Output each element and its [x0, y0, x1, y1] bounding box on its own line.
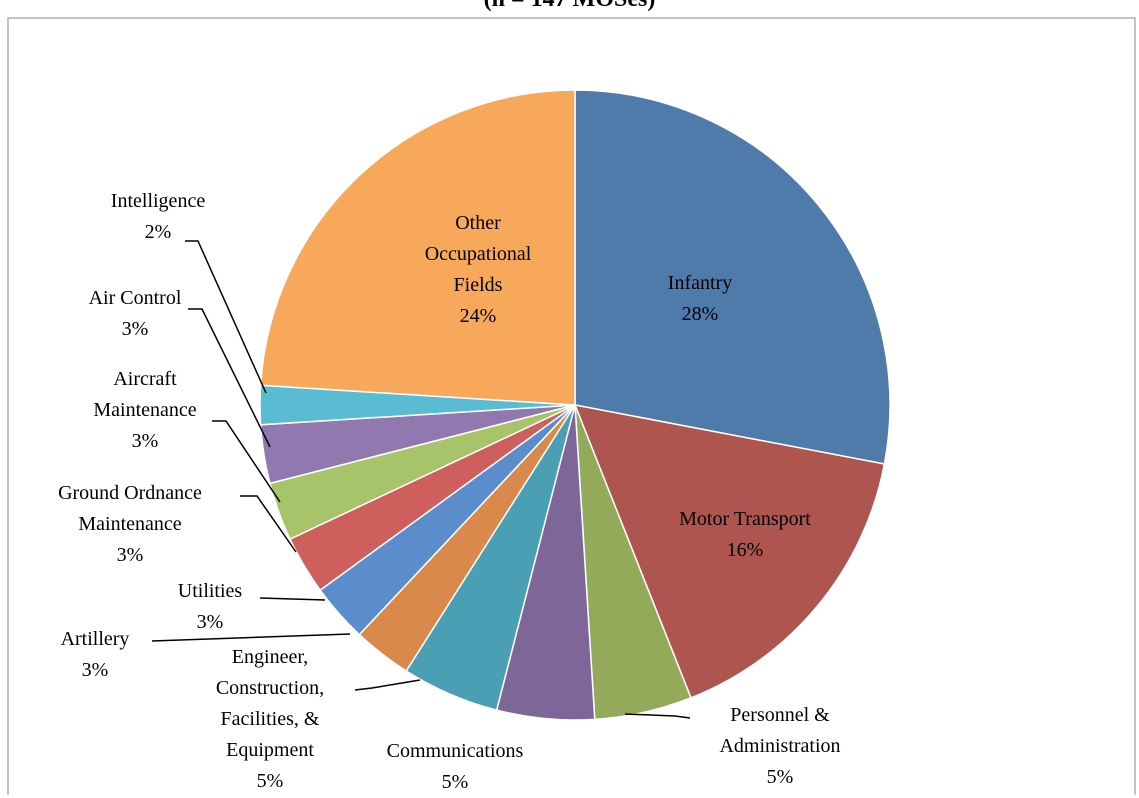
- slice-value: 28%: [681, 303, 719, 325]
- slice-value: 5%: [766, 766, 794, 788]
- slice-value: 3%: [196, 611, 224, 633]
- slice-label: Motor Transport 16%: [645, 504, 845, 566]
- leader-line: [185, 240, 267, 394]
- slice-value: 24%: [459, 305, 497, 327]
- chart-title: (n = 147 MOSes): [0, 0, 1139, 13]
- chart-border: [7, 17, 1136, 795]
- slice-name: Air Control: [88, 287, 182, 309]
- slice-value: 3%: [121, 318, 149, 340]
- slice-value: 2%: [144, 221, 172, 243]
- slice-label: Air Control 3%: [60, 283, 210, 345]
- slice-value: 16%: [726, 539, 764, 561]
- slice-name: Infantry: [667, 272, 733, 294]
- slice-name: Personnel & Administration: [719, 704, 841, 757]
- slice-name: Aircraft Maintenance: [93, 368, 197, 421]
- slice-name: Other Occupational Fields: [424, 212, 532, 296]
- leader-line: [212, 420, 281, 503]
- slice-name: Communications: [386, 740, 524, 762]
- slice-name: Motor Transport: [679, 508, 811, 530]
- slice-label: Utilities 3%: [155, 576, 265, 638]
- slice-label: Artillery 3%: [35, 624, 155, 686]
- slice-name: Intelligence: [110, 190, 206, 212]
- slice-label: Personnel & Administration 5%: [690, 700, 870, 793]
- pie-slice: [259, 89, 576, 406]
- slice-label: Other Occupational Fields 24%: [403, 208, 553, 332]
- pie-slice: [573, 404, 886, 699]
- slice-label: Ground Ordnance Maintenance 3%: [5, 478, 255, 571]
- slice-label: Infantry 28%: [620, 268, 780, 330]
- leader-line: [354, 679, 421, 691]
- slice-value: 3%: [116, 544, 144, 566]
- leader-line: [151, 633, 351, 642]
- leader-line: [188, 308, 271, 448]
- slice-name: Engineer, Construction, Facilities, & Eq…: [215, 646, 325, 761]
- pie-slice: [574, 89, 891, 465]
- slice-value: 3%: [81, 659, 109, 681]
- slice-value: 5%: [441, 771, 469, 793]
- slice-label: Aircraft Maintenance 3%: [65, 364, 225, 457]
- leader-line: [259, 597, 326, 601]
- slice-value: 5%: [256, 770, 284, 792]
- slice-value: 3%: [131, 430, 159, 452]
- slice-label: Communications 5%: [365, 736, 545, 798]
- leader-line: [240, 495, 297, 553]
- slice-name: Ground Ordnance Maintenance: [58, 482, 202, 535]
- slice-name: Utilities: [177, 580, 243, 602]
- slice-label: Intelligence 2%: [83, 186, 233, 248]
- slice-name: Artillery: [60, 628, 130, 650]
- slice-label: Engineer, Construction, Facilities, & Eq…: [183, 642, 358, 797]
- leader-line: [624, 713, 691, 719]
